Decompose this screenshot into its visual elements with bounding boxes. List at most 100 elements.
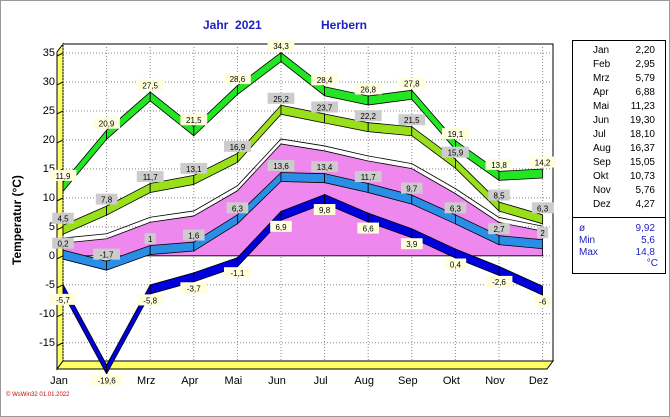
data-label: -3,7	[187, 284, 201, 293]
data-label: 1	[148, 235, 153, 244]
data-label-box	[534, 295, 551, 307]
summary-value: 9,92	[635, 223, 655, 234]
data-label: 13,6	[273, 162, 289, 171]
data-label: -5,8	[143, 296, 157, 305]
data-label: 20,9	[99, 120, 115, 129]
monthly-mean-row: Feb 2,95	[579, 58, 661, 71]
x-tick-label: Mrz	[137, 375, 155, 387]
monthly-mean-row: Okt 10,73	[579, 170, 661, 183]
summary-row: ø 9,92	[579, 222, 661, 235]
month-name: Mrz	[593, 73, 610, 84]
data-label: 6,6	[363, 225, 375, 234]
mean-max-ribbon-segment	[498, 201, 543, 225]
x-tick-label: Nov	[485, 375, 505, 387]
month-mean-value: 5,76	[635, 185, 655, 196]
data-label-box	[354, 83, 382, 95]
x-tick-label: Apr	[181, 375, 198, 387]
data-label-box	[531, 202, 554, 214]
data-label: 1,6	[188, 232, 200, 241]
data-label: 26,8	[360, 86, 376, 95]
data-label-box	[180, 114, 208, 126]
data-label-box	[354, 171, 382, 183]
month-mean-value: 19,30	[629, 115, 655, 126]
data-label: 11,7	[143, 173, 159, 182]
data-label: 13,8	[491, 161, 507, 170]
data-label: 6,3	[232, 204, 244, 213]
y-tick-mark	[56, 139, 64, 144]
x-tick-label: Mai	[225, 375, 243, 387]
data-label: 9,8	[319, 206, 331, 215]
month-name: Mai	[593, 101, 610, 112]
y-tick-mark	[56, 255, 64, 260]
data-label: 21,5	[186, 116, 202, 125]
month-name: Dez	[593, 199, 611, 210]
summary-row: Max 14,8	[579, 246, 661, 259]
data-label: -5,7	[56, 296, 70, 305]
panel-divider	[573, 217, 665, 218]
month-name: Jun	[593, 115, 610, 126]
month-mean-value: 10,73	[629, 171, 655, 182]
y-tick-mark	[56, 110, 64, 115]
data-label: 14,2	[535, 159, 551, 168]
summary-label: Min	[579, 235, 596, 246]
data-label: 16,9	[230, 143, 246, 152]
data-label-box	[93, 248, 120, 260]
y-tick-mark	[56, 197, 64, 202]
monthly-mean-row: Sep 15,05	[579, 156, 661, 169]
title-year: Jahr 2021	[203, 18, 262, 32]
mean-ribbon-segment	[498, 235, 543, 250]
data-label-box	[224, 140, 251, 152]
data-label: 34,3	[273, 42, 289, 51]
y-tick-label: 20	[43, 134, 55, 146]
monthly-mean-row: Jun 19,30	[579, 114, 661, 127]
data-label: 22,2	[360, 112, 376, 121]
data-label-box	[95, 193, 118, 205]
data-label-box	[267, 160, 295, 172]
data-label-box	[311, 74, 338, 86]
y-tick-mark	[56, 226, 64, 231]
data-label: 11,9	[56, 172, 72, 181]
data-label: 8,5	[493, 192, 505, 201]
data-label: 0,4	[450, 261, 462, 270]
data-label: -2,6	[492, 278, 506, 287]
month-mean-value: 2,20	[635, 45, 655, 56]
chart-title: Jahr 2021 Herbern	[0, 14, 670, 34]
month-mean-value: 16,37	[629, 143, 655, 154]
y-tick-mark	[56, 52, 64, 57]
data-label: 2	[540, 229, 545, 238]
abs-max-ribbon-segment	[498, 168, 543, 181]
month-name: Sep	[593, 157, 611, 168]
data-label-box	[311, 161, 338, 173]
data-label-box	[354, 110, 382, 122]
y-tick-mark	[56, 313, 64, 318]
data-label-box	[488, 223, 510, 235]
data-label-box	[485, 275, 513, 287]
software-credit: © WsWin32 01.01.2022	[6, 392, 70, 398]
data-label-box	[398, 77, 426, 89]
data-label-box	[444, 202, 467, 214]
summary-value: 5,6	[641, 235, 655, 246]
data-label: 0,2	[57, 240, 69, 249]
data-label: 19,1	[448, 130, 464, 139]
data-label-box	[485, 158, 513, 170]
y-tick-label: 5	[49, 221, 55, 233]
data-label-box	[136, 294, 164, 306]
data-label-box	[183, 229, 205, 241]
data-label-box	[267, 92, 295, 104]
data-label-box	[398, 114, 426, 126]
data-label: 23,7	[317, 103, 333, 112]
data-label: 4,5	[57, 215, 69, 224]
data-label: 9,7	[406, 185, 418, 194]
month-mean-value: 15,05	[629, 157, 655, 168]
data-label-box	[49, 293, 77, 305]
summary-value: 14,8	[635, 247, 655, 258]
data-label: 11,7	[361, 173, 377, 182]
y-tick-mark	[56, 342, 64, 347]
data-label-box	[226, 202, 249, 214]
data-label-box	[267, 40, 295, 52]
data-label-box	[444, 258, 467, 270]
data-label-box	[136, 171, 164, 183]
monthly-mean-row: Jan 2,20	[579, 44, 661, 57]
monthly-average-top-edge	[62, 138, 543, 239]
